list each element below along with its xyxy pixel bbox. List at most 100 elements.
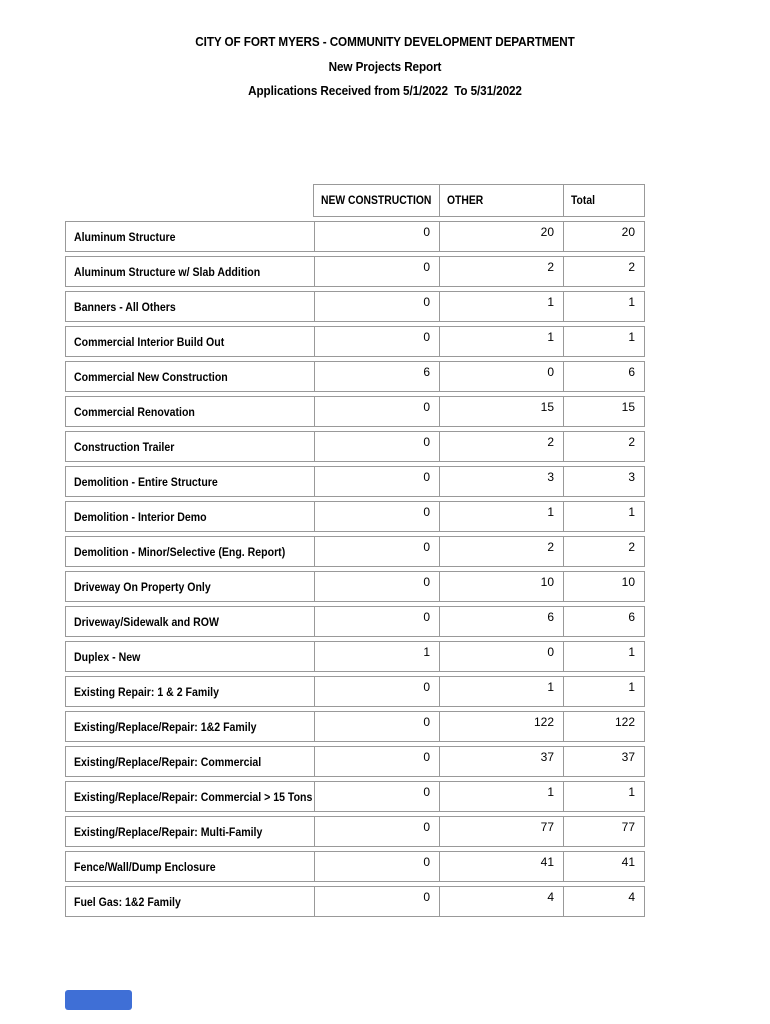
cell-total: 1 <box>563 502 644 531</box>
table-row: Existing/Replace/Repair: 1&2 Family 0 12… <box>65 711 645 742</box>
cell-total: 1 <box>563 327 644 356</box>
table-row: Demolition - Entire Structure 0 3 3 <box>65 466 645 497</box>
table-row: Driveway/Sidewalk and ROW 0 6 6 <box>65 606 645 637</box>
cell-other: 0 <box>439 642 563 671</box>
cell-new-construction: 0 <box>314 782 439 811</box>
row-label: Fence/Wall/Dump Enclosure <box>74 859 216 874</box>
row-label: Banners - All Others <box>74 299 176 314</box>
table-row: Existing/Replace/Repair: Commercial > 15… <box>65 781 645 812</box>
row-label-cell: Commercial Renovation <box>66 397 314 426</box>
cell-total: 1 <box>563 782 644 811</box>
cell-other: 1 <box>439 677 563 706</box>
cell-other: 4 <box>439 887 563 916</box>
column-header-label: NEW CONSTRUCTION <box>321 194 432 207</box>
column-header-other: OTHER <box>439 185 563 216</box>
cell-new-construction: 0 <box>314 572 439 601</box>
table-row: Construction Trailer 0 2 2 <box>65 431 645 462</box>
cell-total: 1 <box>563 677 644 706</box>
cell-other: 1 <box>439 502 563 531</box>
cell-other: 6 <box>439 607 563 636</box>
report-title-name: New Projects Report <box>328 58 442 74</box>
cell-other: 0 <box>439 362 563 391</box>
cell-total: 3 <box>563 467 644 496</box>
cell-new-construction: 0 <box>314 887 439 916</box>
table-row: Existing Repair: 1 & 2 Family 0 1 1 <box>65 676 645 707</box>
cell-new-construction: 0 <box>314 397 439 426</box>
cell-total: 15 <box>563 397 644 426</box>
row-label-cell: Aluminum Structure <box>66 222 314 251</box>
cell-total: 6 <box>563 362 644 391</box>
cell-total: 6 <box>563 607 644 636</box>
cell-total: 1 <box>563 642 644 671</box>
row-label-cell: Commercial Interior Build Out <box>66 327 314 356</box>
cell-new-construction: 0 <box>314 817 439 846</box>
table-row: Commercial Interior Build Out 0 1 1 <box>65 326 645 357</box>
row-label: Existing/Replace/Repair: Commercial <box>74 754 262 769</box>
row-label: Aluminum Structure <box>74 229 176 244</box>
row-label: Driveway On Property Only <box>74 579 211 594</box>
cell-other: 3 <box>439 467 563 496</box>
report-title-block: CITY OF FORT MYERS - COMMUNITY DEVELOPME… <box>0 30 770 104</box>
row-label-cell: Construction Trailer <box>66 432 314 461</box>
column-header-total: Total <box>563 185 644 216</box>
row-label: Fuel Gas: 1&2 Family <box>74 894 181 909</box>
row-label-cell: Existing Repair: 1 & 2 Family <box>66 677 314 706</box>
cell-new-construction: 1 <box>314 642 439 671</box>
row-label-cell: Fence/Wall/Dump Enclosure <box>66 852 314 881</box>
cell-new-construction: 0 <box>314 677 439 706</box>
row-label-cell: Commercial New Construction <box>66 362 314 391</box>
column-header-new-construction: NEW CONSTRUCTION <box>314 185 439 216</box>
cell-other: 1 <box>439 782 563 811</box>
row-label: Existing/Replace/Repair: Multi-Family <box>74 824 263 839</box>
cell-other: 122 <box>439 712 563 741</box>
table-row: Commercial New Construction 6 0 6 <box>65 361 645 392</box>
cell-other: 2 <box>439 257 563 286</box>
table-row: Demolition - Interior Demo 0 1 1 <box>65 501 645 532</box>
row-label: Commercial Renovation <box>74 404 195 419</box>
table-row: Fence/Wall/Dump Enclosure 0 41 41 <box>65 851 645 882</box>
cell-total: 1 <box>563 292 644 321</box>
table-row: Demolition - Minor/Selective (Eng. Repor… <box>65 536 645 567</box>
row-label: Existing/Replace/Repair: Commercial > 15… <box>74 789 313 804</box>
row-label-cell: Banners - All Others <box>66 292 314 321</box>
row-label: Demolition - Interior Demo <box>74 509 207 524</box>
row-label: Construction Trailer <box>74 439 175 454</box>
table-header-row: NEW CONSTRUCTION OTHER Total <box>65 184 645 217</box>
row-label-cell: Aluminum Structure w/ Slab Addition <box>66 257 314 286</box>
cell-new-construction: 0 <box>314 467 439 496</box>
table-row: Commercial Renovation 0 15 15 <box>65 396 645 427</box>
cell-new-construction: 0 <box>314 292 439 321</box>
table-row: Existing/Replace/Repair: Commercial 0 37… <box>65 746 645 777</box>
column-header-label: Total <box>571 194 595 207</box>
cell-new-construction: 6 <box>314 362 439 391</box>
row-label-cell: Demolition - Interior Demo <box>66 502 314 531</box>
report-table: NEW CONSTRUCTION OTHER Total Aluminum St… <box>65 184 645 921</box>
row-label: Existing/Replace/Repair: 1&2 Family <box>74 719 257 734</box>
cell-other: 10 <box>439 572 563 601</box>
row-label: Demolition - Minor/Selective (Eng. Repor… <box>74 544 286 559</box>
table-row: Aluminum Structure 0 20 20 <box>65 221 645 252</box>
row-label: Demolition - Entire Structure <box>74 474 218 489</box>
column-header-label: OTHER <box>447 194 484 207</box>
table-row: Banners - All Others 0 1 1 <box>65 291 645 322</box>
header-box: NEW CONSTRUCTION OTHER Total <box>313 184 645 217</box>
cell-new-construction: 0 <box>314 432 439 461</box>
cell-other: 41 <box>439 852 563 881</box>
row-label-cell: Demolition - Entire Structure <box>66 467 314 496</box>
row-label-cell: Existing/Replace/Repair: Multi-Family <box>66 817 314 846</box>
cell-total: 37 <box>563 747 644 776</box>
cell-other: 15 <box>439 397 563 426</box>
cell-new-construction: 0 <box>314 537 439 566</box>
row-label-cell: Demolition - Minor/Selective (Eng. Repor… <box>66 537 314 566</box>
row-label-cell: Existing/Replace/Repair: Commercial > 15… <box>66 782 314 811</box>
row-label-cell: Fuel Gas: 1&2 Family <box>66 887 314 916</box>
cell-total: 2 <box>563 257 644 286</box>
cell-new-construction: 0 <box>314 712 439 741</box>
header-spacer <box>65 184 313 217</box>
table-row: Duplex - New 1 0 1 <box>65 641 645 672</box>
row-label: Aluminum Structure w/ Slab Addition <box>74 264 261 279</box>
row-label: Commercial Interior Build Out <box>74 334 225 349</box>
report-title-date-range: Applications Received from 5/1/2022 To 5… <box>248 83 522 98</box>
row-label-cell: Existing/Replace/Repair: Commercial <box>66 747 314 776</box>
